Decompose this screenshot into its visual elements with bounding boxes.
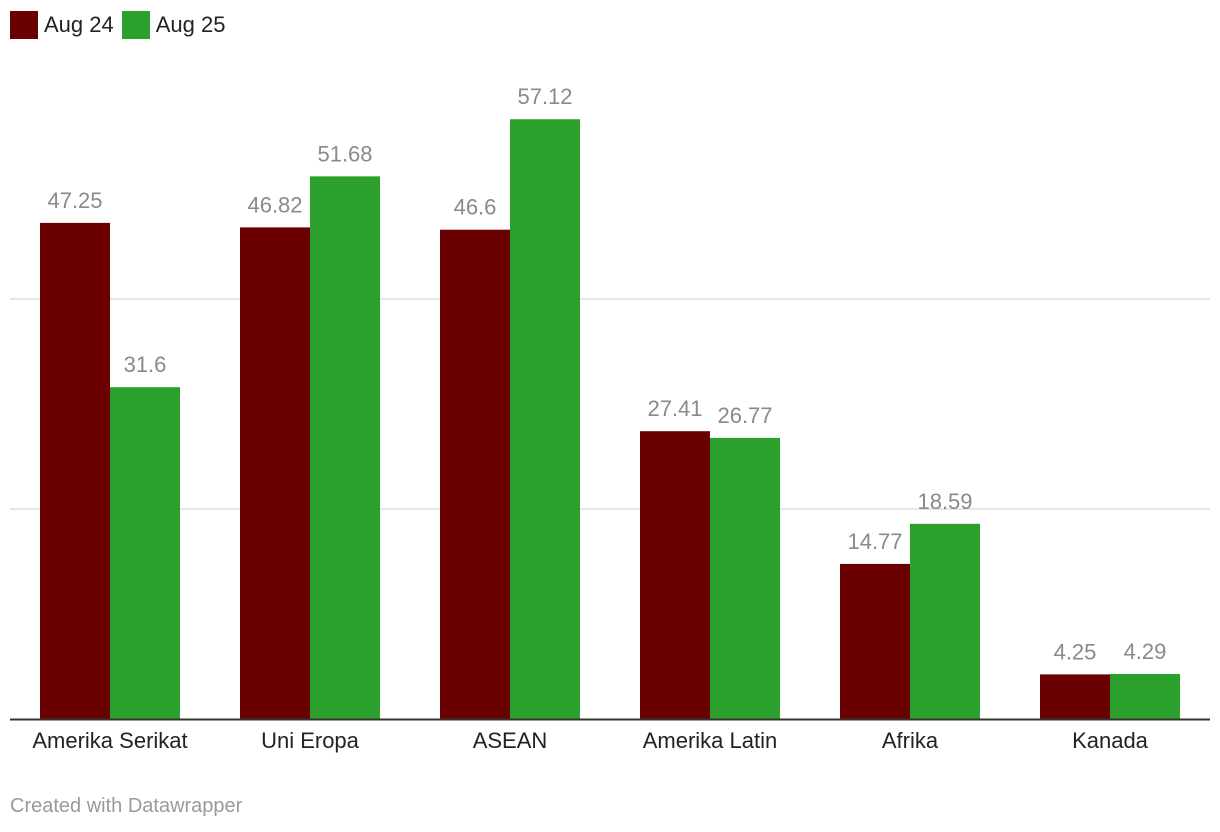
legend-item-aug-24: Aug 24 [10,11,114,39]
data-label-5-0: 4.25 [1054,639,1097,664]
category-label-0: Amerika Serikat [32,728,187,753]
bar-5-0 [1040,674,1110,719]
bar-2-0 [440,229,510,719]
legend-label-aug-24: Aug 24 [44,12,114,37]
category-label-2: ASEAN [473,728,548,753]
category-label-3: Amerika Latin [643,728,778,753]
legend-swatch-aug-24 [10,11,38,39]
data-label-4-1: 18.59 [917,489,972,514]
data-label-2-0: 46.6 [454,195,497,220]
data-label-2-1: 57.12 [517,84,572,109]
legend-swatch-aug-25 [121,11,150,39]
credit-text: Created with Datawrapper [10,795,243,817]
category-label-4: Afrika [882,728,939,753]
bar-1-0 [240,227,310,719]
data-label-4-0: 14.77 [847,529,902,554]
bar-5-1 [1110,673,1180,719]
bar-4-1 [910,523,980,719]
bar-0-0 [40,222,110,719]
data-label-0-1: 31.6 [124,352,167,377]
bar-0-1 [110,387,180,719]
bar-3-0 [640,431,710,719]
data-label-3-1: 26.77 [717,403,772,428]
legend: Aug 24 Aug 25 [10,10,233,40]
bar-4-0 [840,563,910,719]
data-label-0-0: 47.25 [47,188,102,213]
bar-3-1 [710,437,780,719]
data-label-1-0: 46.82 [247,192,302,217]
data-label-1-1: 51.68 [317,141,372,166]
bar-2-1 [510,119,580,720]
category-label-1: Uni Eropa [261,728,360,753]
legend-item-aug-25: Aug 25 [121,11,226,39]
data-label-5-1: 4.29 [1124,639,1167,664]
data-label-3-0: 27.41 [647,396,702,421]
category-label-5: Kanada [1072,728,1149,753]
legend-label-aug-25: Aug 25 [155,12,226,37]
bar-1-1 [310,176,380,720]
